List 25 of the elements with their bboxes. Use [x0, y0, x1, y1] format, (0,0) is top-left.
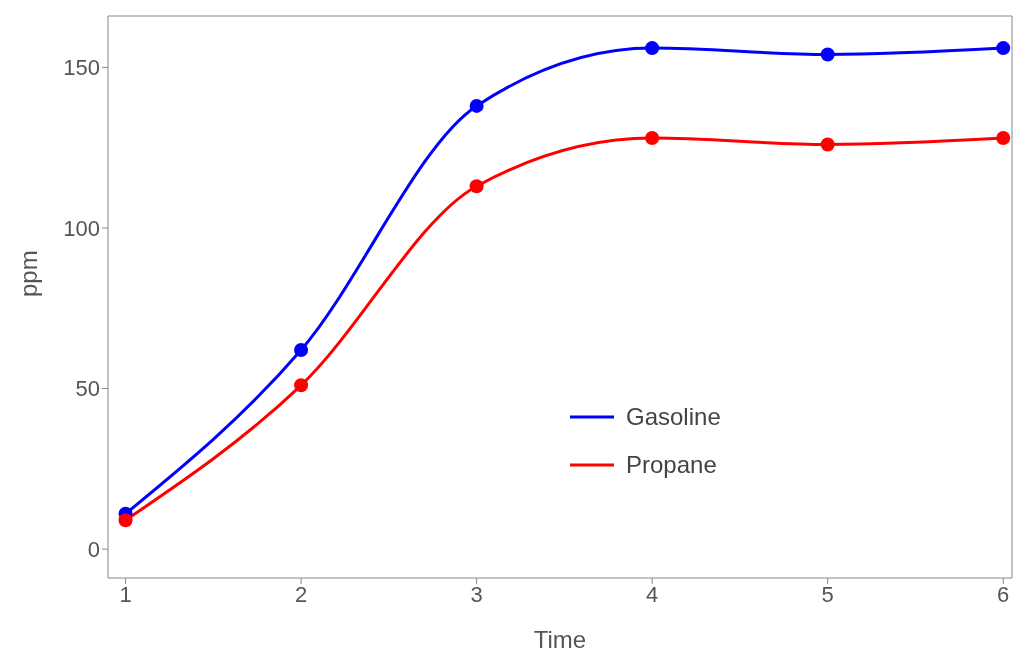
point: [996, 41, 1011, 56]
x-tick-label: 5: [821, 581, 834, 607]
y-tick-label: 150: [63, 55, 100, 81]
x-tick-label: 1: [119, 581, 132, 607]
point: [645, 41, 660, 56]
point: [118, 513, 133, 528]
point: [820, 137, 835, 152]
x-tick-label: 3: [470, 581, 483, 607]
point: [294, 342, 309, 357]
legend-label: Propane: [626, 451, 717, 479]
point: [996, 131, 1011, 146]
point: [820, 47, 835, 62]
point: [294, 378, 309, 393]
y-tick-label: 0: [87, 536, 100, 562]
legend-label: Gasoline: [626, 403, 721, 431]
x-tick-label: 4: [646, 581, 659, 607]
x-tick-label: 6: [997, 581, 1010, 607]
y-tick-label: 50: [75, 376, 100, 402]
y-tick-label: 100: [63, 215, 100, 241]
y-axis-title: ppm: [14, 250, 42, 297]
x-axis-title: Time: [533, 626, 587, 653]
x-tick-label: 2: [294, 581, 308, 607]
point: [469, 179, 484, 194]
point: [469, 98, 484, 113]
point: [645, 131, 660, 146]
